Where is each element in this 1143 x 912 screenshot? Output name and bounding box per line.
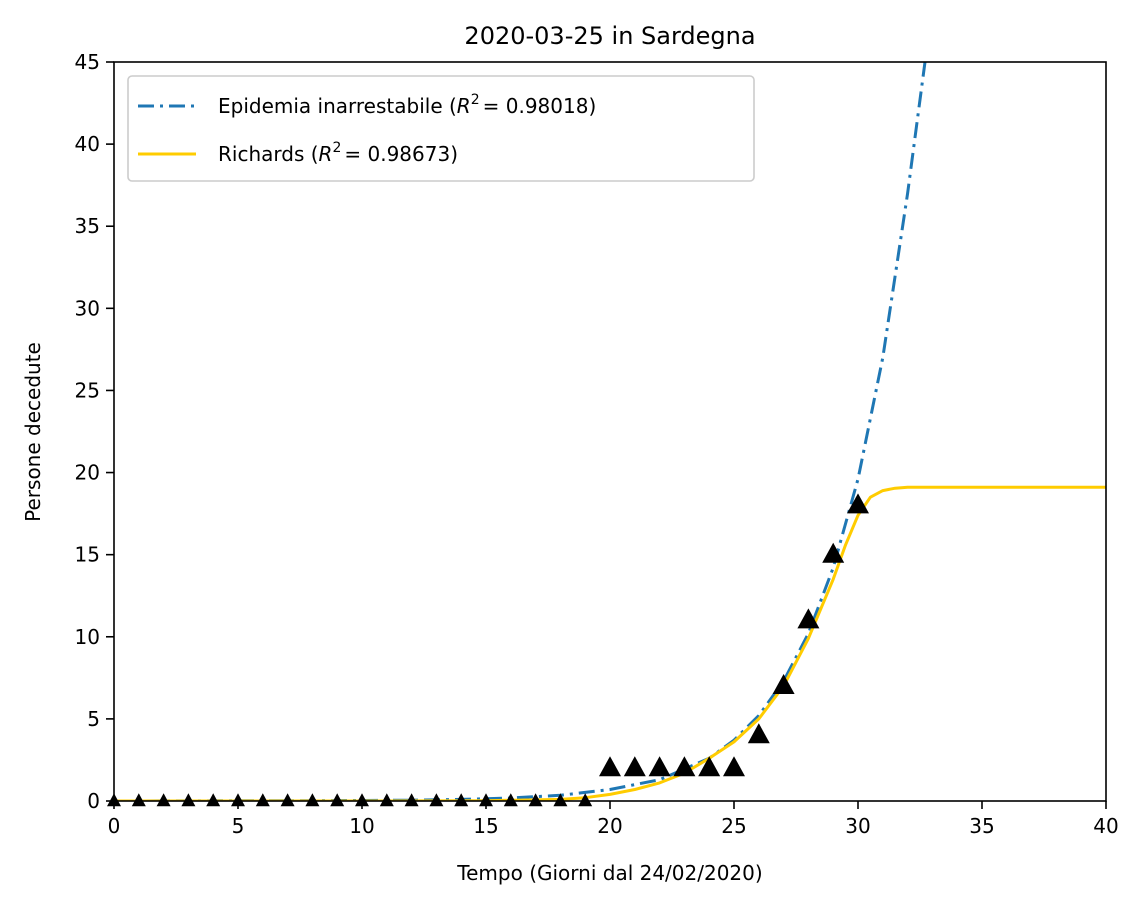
- x-tick-label: 20: [597, 814, 622, 838]
- data-point-triangle: [454, 793, 469, 807]
- legend: Epidemia inarrestabile (R2 = 0.98018) Ric…: [127, 75, 755, 182]
- legend-name-epidemia: Epidemia inarrestabile: [218, 94, 443, 118]
- data-point-triangle: [429, 793, 444, 807]
- y-tick-label: 30: [75, 296, 100, 320]
- legend-name-richards: Richards: [218, 142, 304, 166]
- y-tick-label: 25: [75, 378, 100, 402]
- data-point-triangle: [255, 793, 270, 807]
- y-tick-label: 10: [75, 625, 100, 649]
- data-point-triangle: [330, 793, 345, 807]
- legend-r2-exp-richards: 2: [332, 140, 341, 156]
- data-point-triangle: [822, 542, 845, 563]
- legend-box: [127, 75, 755, 182]
- series-line-1: [114, 485, 1106, 801]
- x-tick-label: 15: [473, 814, 498, 838]
- legend-r2-symbol-richards: R: [319, 142, 333, 166]
- y-tick-label: 20: [75, 461, 100, 485]
- legend-label-richards: Richards (R2 = 0.98673): [218, 140, 458, 166]
- data-point-triangle: [698, 756, 721, 777]
- data-point-triangle: [379, 793, 394, 807]
- y-axis-label: Persone decedute: [21, 342, 45, 522]
- x-tick-label: 25: [721, 814, 746, 838]
- x-tick-label: 0: [108, 814, 121, 838]
- legend-r2-value-epidemia: = 0.98018): [483, 94, 597, 118]
- legend-label-epidemia: Epidemia inarrestabile (R2 = 0.98018): [218, 92, 596, 118]
- data-point-triangle: [673, 756, 696, 777]
- data-point-triangle: [623, 756, 646, 777]
- data-point-triangle: [404, 793, 419, 807]
- data-point-triangle: [528, 793, 543, 807]
- y-tick-label: 15: [75, 543, 100, 567]
- x-tick-label: 30: [845, 814, 870, 838]
- data-point-triangle: [772, 674, 795, 694]
- data-point-triangle: [747, 723, 770, 744]
- y-tick-label: 45: [75, 50, 100, 74]
- x-tick-label: 10: [349, 814, 374, 838]
- data-point-triangle: [797, 608, 820, 629]
- data-point-triangle: [553, 793, 568, 807]
- data-point-triangle: [280, 793, 295, 807]
- legend-r2-value-richards: = 0.98673): [344, 142, 458, 166]
- data-point-triangle: [648, 756, 671, 777]
- data-point-triangle: [305, 793, 320, 807]
- x-tick-label: 40: [1093, 814, 1118, 838]
- data-point-triangle: [156, 793, 171, 807]
- data-point-triangle: [206, 793, 221, 807]
- x-tick-label: 5: [232, 814, 245, 838]
- data-point-triangle: [503, 793, 518, 807]
- x-axis-label: Tempo (Giorni dal 24/02/2020): [456, 861, 762, 885]
- data-point-triangle: [847, 493, 869, 514]
- legend-r2-symbol-epidemia: R: [457, 94, 471, 118]
- data-point-triangle: [578, 793, 593, 807]
- data-point-triangle: [181, 793, 196, 807]
- data-point-triangle: [599, 756, 621, 777]
- y-tick-label: 5: [87, 707, 100, 731]
- y-tick-label: 35: [75, 214, 100, 238]
- data-point-triangle: [479, 793, 493, 807]
- x-tick-label: 35: [969, 814, 994, 838]
- legend-r2-exp-epidemia: 2: [471, 92, 480, 108]
- chart-title: 2020-03-25 in Sardegna: [464, 22, 755, 50]
- data-point-triangle: [231, 793, 245, 807]
- y-tick-label: 0: [87, 789, 100, 813]
- data-point-triangle: [355, 793, 369, 807]
- data-point-triangle: [723, 756, 745, 777]
- data-point-triangle: [131, 793, 146, 807]
- y-tick-label: 40: [75, 132, 100, 156]
